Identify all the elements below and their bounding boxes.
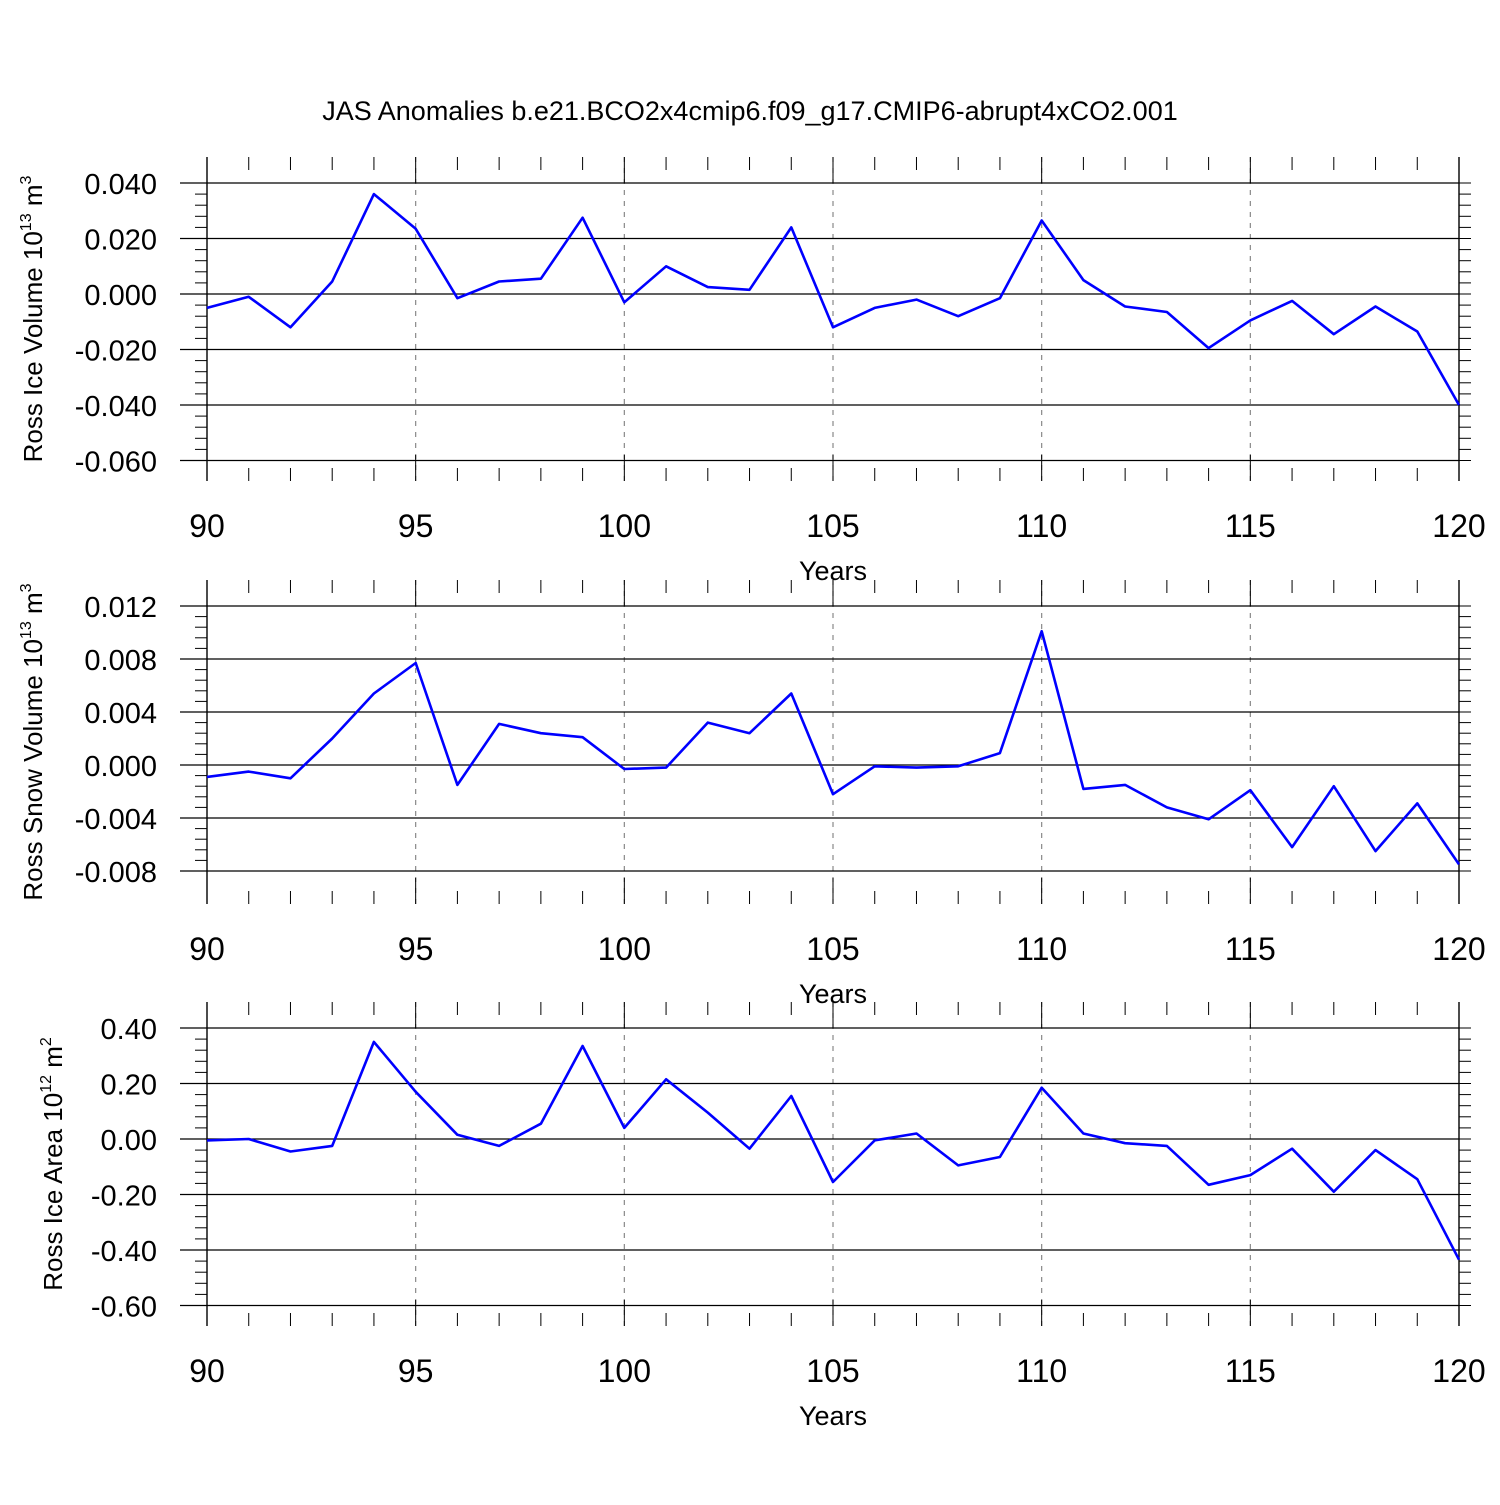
panel-3: 0.40 0.20 0.00 -0.20 -0.40 -0.60 90 95 100 105 110… [38,1002,1486,1431]
x-tick-label: 95 [398,1353,434,1389]
y-tick-label: -0.008 [75,857,157,889]
figure-title: JAS Anomalies b.e21.BCO2x4cmip6.f09_g17.… [322,96,1177,126]
x-tick-label: 110 [1016,508,1067,544]
series-line [206,629,1461,866]
y-axis-label: Ross Ice Volume 1013 m3 [18,175,48,462]
y-tick-label: 0.000 [84,280,157,312]
y-tick-label: 0.040 [84,169,157,201]
y-axis-label: Ross Ice Area 1012 m2 [38,1037,68,1291]
y-tick-label: 0.40 [101,1014,157,1046]
y-tick-label: -0.60 [91,1292,157,1324]
x-tick-label: 100 [598,931,651,967]
x-tick-label: 95 [398,508,434,544]
x-tick-label: 100 [598,508,651,544]
x-tick-label: 120 [1432,1353,1485,1389]
x-axis-label: Years [799,1401,867,1431]
x-tick-label: 95 [398,931,434,967]
x-tick-label: 90 [189,508,225,544]
x-tick-label: 105 [806,931,859,967]
x-tick-label: 90 [189,931,225,967]
y-tick-label: -0.20 [91,1181,157,1213]
y-axis-label: Ross Snow Volume 1013 m3 [18,583,48,900]
y-tick-label: 0.012 [84,592,157,624]
panel-2: 0.012 0.008 0.004 0.000 -0.004 -0.008 90 95 100 1… [18,580,1486,1009]
x-tick-label: 105 [806,508,859,544]
plots: 0.040 0.020 0.000 -0.020 -0.040 -0.060 90 95 100… [18,157,1486,1431]
x-tick-label: 100 [598,1353,651,1389]
y-tick-label: 0.004 [84,698,157,730]
series-line [206,1040,1461,1261]
x-tick-label: 120 [1432,508,1485,544]
x-tick-label: 120 [1432,931,1485,967]
x-tick-label: 115 [1225,931,1276,967]
x-tick-label: 110 [1016,931,1067,967]
y-tick-label: 0.000 [84,751,157,783]
y-tick-label: 0.00 [101,1125,157,1157]
y-tick-label: 0.20 [101,1070,157,1102]
panel-1: 0.040 0.020 0.000 -0.020 -0.040 -0.060 90 95 100… [18,157,1486,586]
y-tick-label: -0.020 [75,336,157,368]
y-tick-label: -0.060 [75,447,157,479]
x-tick-label: 90 [189,1353,225,1389]
y-tick-label: 0.020 [84,225,157,257]
series-line [206,192,1461,406]
x-tick-label: 115 [1225,508,1276,544]
y-tick-label: -0.004 [75,804,157,836]
x-tick-label: 110 [1016,1353,1067,1389]
y-tick-label: -0.040 [75,391,157,423]
y-tick-label: -0.40 [91,1236,157,1268]
y-tick-label: 0.008 [84,645,157,677]
x-tick-label: 115 [1225,1353,1276,1389]
x-tick-label: 105 [806,1353,859,1389]
